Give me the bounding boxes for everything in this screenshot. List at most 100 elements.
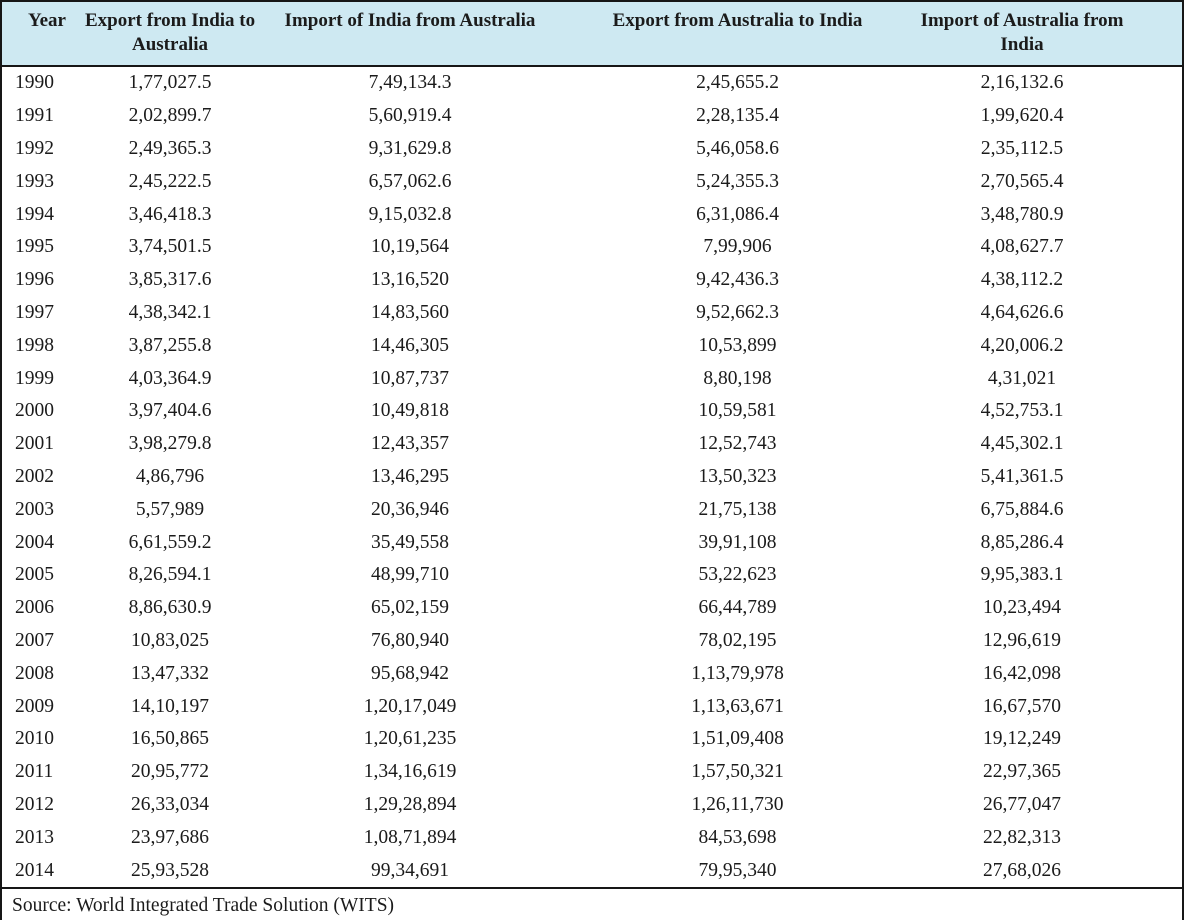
value-cell: 4,45,302.1 xyxy=(980,433,1064,455)
table-row: 2004 6,61,559.2 35,49,558 39,91,108 8,85,286… xyxy=(2,526,1182,559)
col-header-year: Year xyxy=(2,2,85,67)
col-header-line: Import of India from Australia xyxy=(284,10,536,31)
col-header-line: Export from Australia to India xyxy=(612,10,863,31)
value-cell: 21,75,138 xyxy=(698,498,777,520)
value-cell: 3,46,418.3 xyxy=(128,203,212,225)
value-cell: 4,31,021 xyxy=(987,367,1057,389)
year-cell: 2005 xyxy=(15,564,54,586)
table-row: 2001 3,98,279.8 12,43,357 12,52,743 4,45,302… xyxy=(2,428,1182,461)
value-cell: 13,46,295 xyxy=(371,465,449,487)
value-cell: 8,80,198 xyxy=(703,367,772,389)
value-cell: 6,31,086.4 xyxy=(696,203,779,225)
table-row: 2010 16,50,865 1,20,61,235 1,51,09,408 19,12… xyxy=(2,723,1182,756)
value-cell: 3,74,501.5 xyxy=(128,236,212,258)
value-cell: 4,86,796 xyxy=(135,465,205,487)
col-header-export-india-australia: Export from India to Australia xyxy=(85,2,256,67)
value-cell: 3,85,317.6 xyxy=(128,269,212,291)
year-cell: 2008 xyxy=(15,662,54,684)
value-cell: 3,97,404.6 xyxy=(128,400,212,422)
value-cell: 79,95,340 xyxy=(698,859,777,881)
table-row: 1994 3,46,418.3 9,15,032.8 6,31,086.4 3,48,7… xyxy=(2,198,1182,231)
value-cell: 1,51,09,408 xyxy=(691,728,784,750)
value-cell: 95,68,942 xyxy=(371,662,449,684)
value-cell: 10,19,564 xyxy=(371,236,449,258)
value-cell: 5,46,058.6 xyxy=(696,137,779,159)
year-cell: 1995 xyxy=(15,236,54,258)
value-cell: 65,02,159 xyxy=(371,597,449,619)
header-row: Year Export from India to Australia Impo… xyxy=(2,2,1182,67)
value-cell: 10,87,737 xyxy=(371,367,449,389)
table-row: 1996 3,85,317.6 13,16,520 9,42,436.3 4,38,11… xyxy=(2,264,1182,297)
table-row: 1991 2,02,899.7 5,60,919.4 2,28,135.4 1,99,6… xyxy=(2,100,1182,133)
value-cell: 4,20,006.2 xyxy=(980,334,1064,356)
value-cell: 2,45,222.5 xyxy=(128,170,212,192)
value-cell: 2,70,565.4 xyxy=(980,170,1064,192)
col-header-line: Export from India to xyxy=(85,10,256,31)
value-cell: 14,83,560 xyxy=(371,301,449,323)
value-cell: 1,29,28,894 xyxy=(363,793,457,815)
year-cell: 2003 xyxy=(15,498,54,520)
value-cell: 10,59,581 xyxy=(698,400,777,422)
table-row: 1990 1,77,027.5 7,49,134.3 2,45,655.2 2,16,1… xyxy=(2,66,1182,100)
value-cell: 12,52,743 xyxy=(698,433,777,455)
value-cell: 2,28,135.4 xyxy=(696,105,779,127)
value-cell: 12,43,357 xyxy=(371,433,449,455)
value-cell: 14,10,197 xyxy=(131,695,209,717)
value-cell: 2,16,132.6 xyxy=(980,72,1064,94)
value-cell: 6,57,062.6 xyxy=(368,170,452,192)
value-cell: 4,08,627.7 xyxy=(980,236,1064,258)
value-cell: 9,42,436.3 xyxy=(696,269,779,291)
value-cell: 3,98,279.8 xyxy=(128,433,212,455)
year-cell: 1993 xyxy=(15,170,54,192)
table-row: 2005 8,26,594.1 48,99,710 53,22,623 9,95,383… xyxy=(2,559,1182,592)
value-cell: 26,77,047 xyxy=(983,793,1061,815)
table-body: 1990 1,77,027.5 7,49,134.3 2,45,655.2 2,16,1… xyxy=(2,66,1182,888)
value-cell: 25,93,528 xyxy=(131,859,209,881)
value-cell: 76,80,940 xyxy=(371,629,449,651)
table-row: 2007 10,83,025 76,80,940 78,02,195 12,96,619 xyxy=(2,625,1182,658)
table-row: 2009 14,10,197 1,20,17,049 1,13,63,671 16,67… xyxy=(2,690,1182,723)
year-cell: 2002 xyxy=(15,465,54,487)
table-row: 2014 25,93,528 99,34,691 79,95,340 27,68,026 xyxy=(2,854,1182,888)
value-cell: 13,47,332 xyxy=(131,662,209,684)
year-cell: 2013 xyxy=(15,826,54,848)
trade-table: Year Export from India to Australia Impo… xyxy=(2,2,1182,889)
value-cell: 7,49,134.3 xyxy=(368,72,452,94)
table-row: 2002 4,86,796 13,46,295 13,50,323 5,41,361.5 xyxy=(2,461,1182,494)
value-cell: 2,49,365.3 xyxy=(128,137,212,159)
year-cell: 1999 xyxy=(15,367,54,389)
table-row: 1998 3,87,255.8 14,46,305 10,53,899 4,20,006… xyxy=(2,329,1182,362)
value-cell: 13,50,323 xyxy=(698,465,777,487)
value-cell: 16,50,865 xyxy=(131,728,209,750)
value-cell: 9,52,662.3 xyxy=(696,301,779,323)
col-header-line: India xyxy=(1000,34,1044,55)
value-cell: 66,44,789 xyxy=(698,597,777,619)
value-cell: 39,91,108 xyxy=(698,531,777,553)
value-cell: 78,02,195 xyxy=(698,629,777,651)
value-cell: 26,33,034 xyxy=(131,793,209,815)
year-cell: 1991 xyxy=(15,105,54,127)
table-row: 1999 4,03,364.9 10,87,737 8,80,198 4,31,021 xyxy=(2,362,1182,395)
col-header-import-australia-india: Import of Australia from India xyxy=(910,2,1182,67)
value-cell: 5,60,919.4 xyxy=(368,105,452,127)
year-cell: 2010 xyxy=(15,728,54,750)
value-cell: 1,34,16,619 xyxy=(363,761,457,783)
value-cell: 6,61,559.2 xyxy=(128,531,212,553)
year-cell: 2009 xyxy=(15,695,54,717)
value-cell: 22,97,365 xyxy=(983,761,1061,783)
value-cell: 1,13,63,671 xyxy=(691,695,784,717)
year-cell: 1994 xyxy=(15,203,54,225)
year-cell: 2004 xyxy=(15,531,54,553)
table-row: 1997 4,38,342.1 14,83,560 9,52,662.3 4,64,62… xyxy=(2,297,1182,330)
table-row: 2011 20,95,772 1,34,16,619 1,57,50,321 22,97… xyxy=(2,756,1182,789)
year-cell: 2000 xyxy=(15,400,54,422)
value-cell: 1,77,027.5 xyxy=(128,72,212,94)
value-cell: 5,57,989 xyxy=(135,498,205,520)
value-cell: 48,99,710 xyxy=(371,564,449,586)
value-cell: 35,49,558 xyxy=(371,531,449,553)
year-cell: 2007 xyxy=(15,629,54,651)
value-cell: 4,03,364.9 xyxy=(128,367,212,389)
source-note: Source: World Integrated Trade Solution … xyxy=(12,894,395,916)
year-cell: 2011 xyxy=(15,761,54,783)
value-cell: 1,08,71,894 xyxy=(363,826,457,848)
